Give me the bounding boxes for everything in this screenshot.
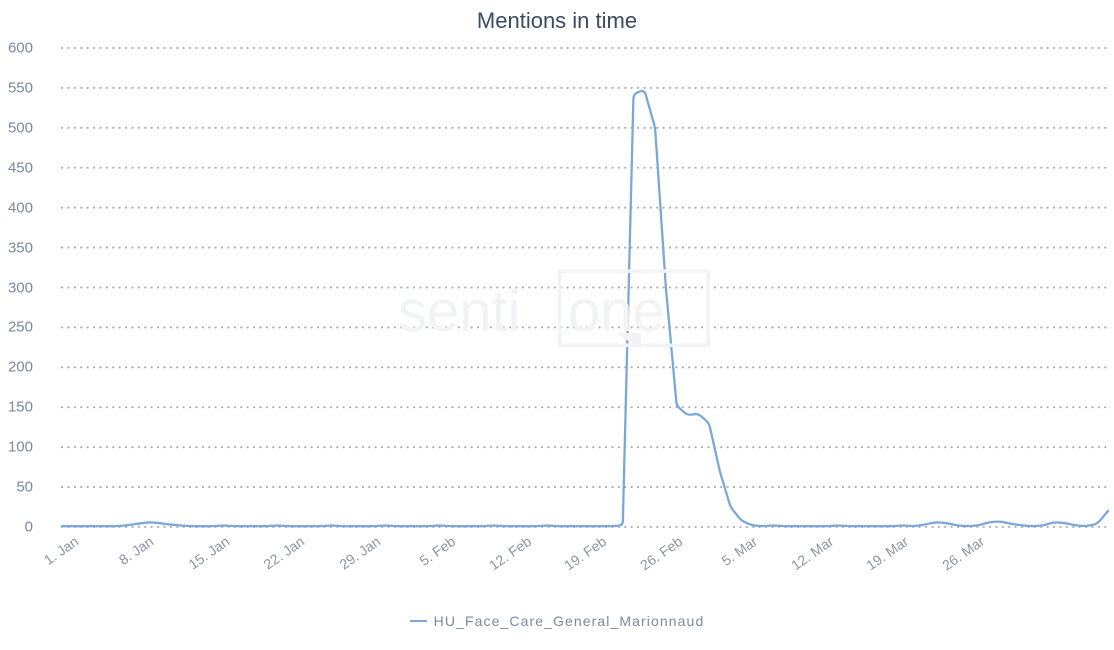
svg-text:senti: senti — [398, 279, 521, 344]
svg-text:one: one — [568, 279, 665, 344]
